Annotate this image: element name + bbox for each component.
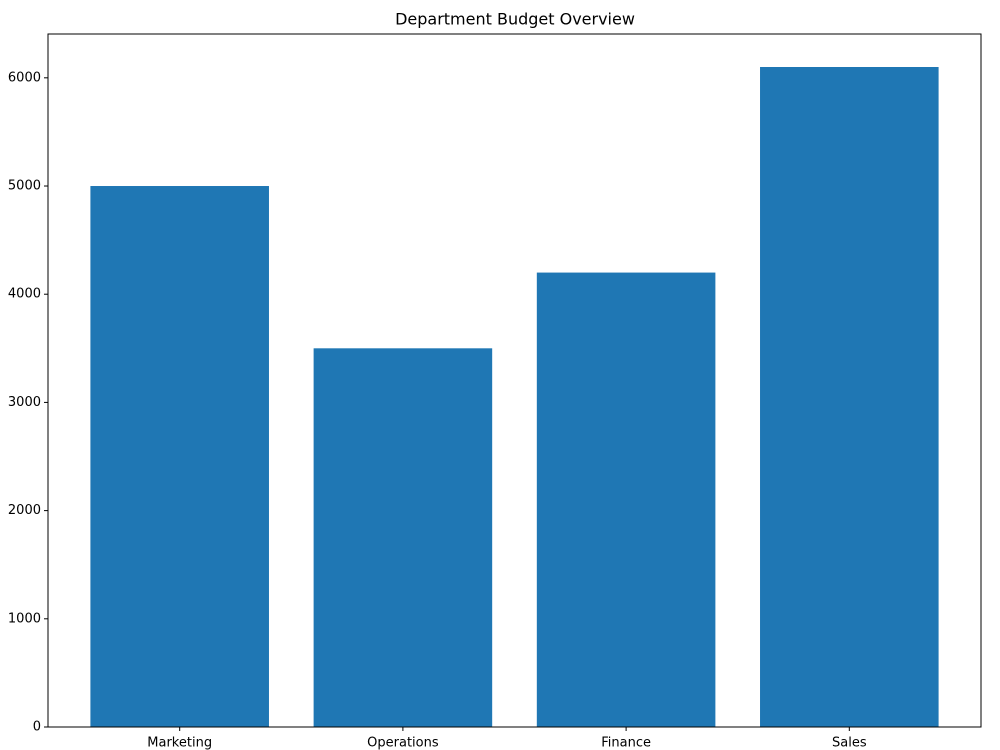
- x-tick-label: Sales: [832, 736, 867, 750]
- y-tick-label: 1000: [8, 611, 41, 626]
- x-tick-label: Finance: [601, 736, 651, 750]
- y-tick-label: 6000: [8, 70, 41, 85]
- chart-title: Department Budget Overview: [395, 10, 635, 29]
- x-tick-label: Operations: [367, 736, 439, 750]
- bar: [760, 67, 939, 727]
- bar: [313, 348, 493, 727]
- bar: [90, 186, 269, 728]
- y-tick-label: 0: [33, 720, 41, 735]
- x-tick-label: Marketing: [147, 736, 212, 750]
- y-tick-label: 3000: [8, 395, 41, 410]
- y-tick-label: 5000: [8, 179, 41, 194]
- bar: [536, 272, 716, 727]
- plot-frame: [47, 33, 982, 728]
- y-tick-label: 4000: [8, 287, 41, 302]
- y-tick-label: 2000: [8, 503, 41, 518]
